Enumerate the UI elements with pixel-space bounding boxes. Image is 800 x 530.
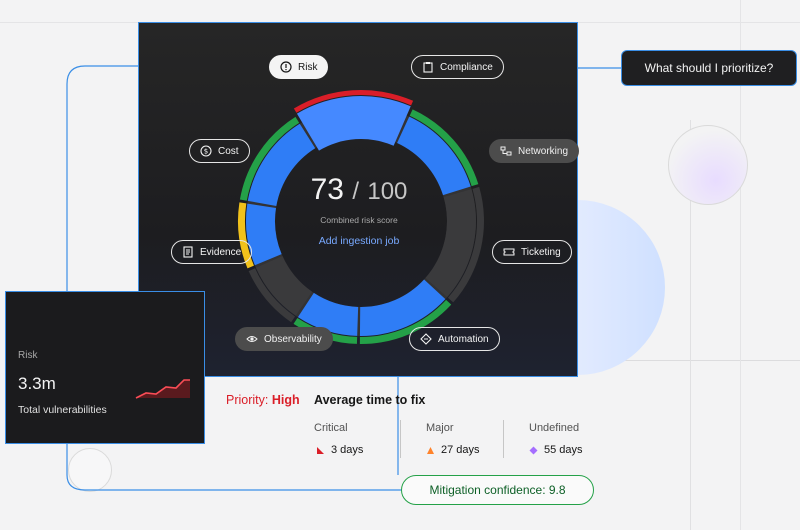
networking-pill-label: Networking xyxy=(518,145,569,157)
bg-small-circle xyxy=(68,448,112,492)
risk-card-title: Risk xyxy=(18,350,38,361)
compliance-pill-label: Compliance xyxy=(440,61,493,73)
cost-pill-label: Cost xyxy=(218,145,239,157)
undefined-diamond-icon xyxy=(529,446,538,454)
eye-icon xyxy=(246,336,258,342)
bg-line-v2 xyxy=(690,120,691,530)
ring-accent-cost xyxy=(239,116,300,201)
ring-accent-compliance xyxy=(409,109,479,187)
observability-pill-label: Observability xyxy=(264,333,322,345)
undefined-header: Undefined xyxy=(529,422,580,434)
bg-line-v1 xyxy=(740,0,741,530)
ring-segment-networking[interactable] xyxy=(425,189,476,298)
automation-pill-label: Automation xyxy=(438,333,489,345)
ring-segment-compliance[interactable] xyxy=(397,116,471,196)
combined-score: 73 / 100 xyxy=(139,173,579,207)
score-total: 100 xyxy=(367,178,408,205)
ring-segment-observability[interactable] xyxy=(255,256,313,316)
document-icon xyxy=(183,246,193,258)
ring-segment-ticketing[interactable] xyxy=(359,279,446,337)
risk-pill-label: Risk xyxy=(298,61,318,73)
column-divider-1 xyxy=(400,420,401,458)
dollar-circle-icon: $ xyxy=(200,145,212,157)
column-divider-2 xyxy=(503,420,504,458)
ring-segment-automation[interactable] xyxy=(297,292,359,336)
ring-accent-networking xyxy=(447,186,485,303)
major-header: Major xyxy=(426,422,454,434)
priority-level: High xyxy=(271,393,300,407)
undefined-value: 55 days xyxy=(529,444,583,456)
score-separator: / xyxy=(352,178,359,205)
prioritize-prompt[interactable]: What should I prioritize? xyxy=(621,50,797,86)
risk-pill[interactable]: Risk xyxy=(269,55,329,79)
svg-text:$: $ xyxy=(204,148,208,156)
risk-card-subtitle: Total vulnerabilities xyxy=(18,404,107,416)
ring-segment-evidence[interactable] xyxy=(246,203,282,266)
clipboard-icon xyxy=(423,62,433,73)
ring-segment-risk[interactable] xyxy=(296,96,411,151)
ring-accent-observability xyxy=(248,268,296,323)
ring-accent-automation xyxy=(293,318,358,344)
bg-glow-circle xyxy=(668,125,748,205)
risk-trend-sparkline xyxy=(135,379,190,399)
networking-pill[interactable]: Networking xyxy=(489,139,580,163)
bg-line-h2 xyxy=(578,360,800,361)
network-icon xyxy=(500,146,512,156)
risk-card-value: 3.3m xyxy=(18,374,56,393)
major-triangle-icon xyxy=(427,446,434,454)
major-value: 27 days xyxy=(426,444,480,456)
automation-icon xyxy=(420,333,432,345)
ticketing-pill[interactable]: Ticketing xyxy=(492,240,572,264)
cost-pill[interactable]: $ Cost xyxy=(189,139,250,163)
critical-days: 3 days xyxy=(331,444,364,456)
evidence-pill[interactable]: Evidence xyxy=(171,240,253,264)
priority-indicator: Priority: High xyxy=(226,393,300,407)
critical-header: Critical xyxy=(314,422,348,434)
evidence-pill-label: Evidence xyxy=(200,246,242,258)
ring-accent-risk xyxy=(293,90,414,113)
compliance-pill[interactable]: Compliance xyxy=(411,55,504,79)
critical-value: 3 days xyxy=(316,444,363,456)
warning-circle-icon xyxy=(280,61,292,73)
score-label: Combined risk score xyxy=(320,215,398,225)
critical-flag-icon xyxy=(317,446,324,454)
priority-label: Priority: xyxy=(226,393,269,407)
ring-segment-cost[interactable] xyxy=(247,123,316,206)
risk-summary-card: Risk 3.3m Total vulnerabilities xyxy=(5,291,205,444)
ticketing-pill-label: Ticketing xyxy=(521,246,561,258)
risk-dial-ring xyxy=(238,90,485,344)
risk-dial-card: 73 / 100 Combined risk score Add ingesti… xyxy=(138,22,580,377)
score-value: 73 xyxy=(310,173,344,206)
ticket-icon xyxy=(503,248,515,256)
undefined-days: 55 days xyxy=(544,444,583,456)
automation-pill[interactable]: Automation xyxy=(409,327,500,351)
major-days: 27 days xyxy=(441,444,480,456)
mitigation-confidence-badge: Mitigation confidence: 9.8 xyxy=(401,475,594,505)
add-ingestion-job-link[interactable]: Add ingestion job xyxy=(318,235,400,247)
observability-pill[interactable]: Observability xyxy=(235,327,333,351)
ring-accent-ticketing xyxy=(359,299,452,344)
avg-time-to-fix-heading: Average time to fix xyxy=(314,393,426,407)
